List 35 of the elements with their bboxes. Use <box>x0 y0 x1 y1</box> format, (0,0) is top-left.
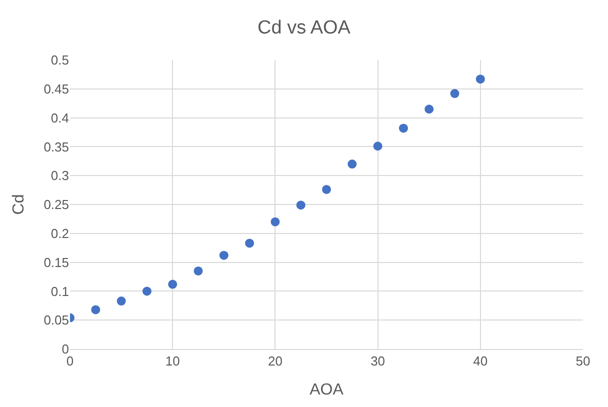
point <box>398 124 408 133</box>
point <box>116 296 126 306</box>
x-tick-label: 10 <box>165 354 180 369</box>
point <box>270 217 280 226</box>
point <box>168 280 178 289</box>
point <box>348 160 357 169</box>
point <box>296 200 306 210</box>
y-tick-label: 0.4 <box>50 110 69 126</box>
x-tick-label: 40 <box>473 354 488 369</box>
point <box>219 250 228 260</box>
point <box>142 286 152 296</box>
point <box>322 184 331 194</box>
y-tick-label: 0.5 <box>50 52 69 68</box>
y-tick-label: 0.45 <box>44 81 69 96</box>
y-tick-label: 0.15 <box>44 254 69 270</box>
point <box>424 104 434 114</box>
y-tick-label: 0.2 <box>50 226 69 241</box>
point <box>450 89 460 98</box>
point <box>476 74 485 84</box>
x-tick-label: 50 <box>576 354 590 369</box>
point <box>373 142 382 151</box>
x-axis-title: AOA <box>310 381 344 398</box>
y-tick-label: 0.1 <box>50 284 69 299</box>
y-tick-label: 0.3 <box>50 168 69 184</box>
y-tick-label: 0.25 <box>44 197 69 212</box>
point <box>91 305 100 314</box>
y-tick-label: 0.05 <box>44 312 69 328</box>
y-tick-label: 0.35 <box>44 139 69 154</box>
y-axis-title: Cd <box>10 194 28 215</box>
point <box>245 238 254 248</box>
x-tick-label: 20 <box>268 354 282 369</box>
point <box>194 266 203 276</box>
y-tick-label: 0 <box>62 342 69 357</box>
x-tick-label: 30 <box>370 354 386 369</box>
chart-title: Cd vs AOA <box>258 18 351 39</box>
